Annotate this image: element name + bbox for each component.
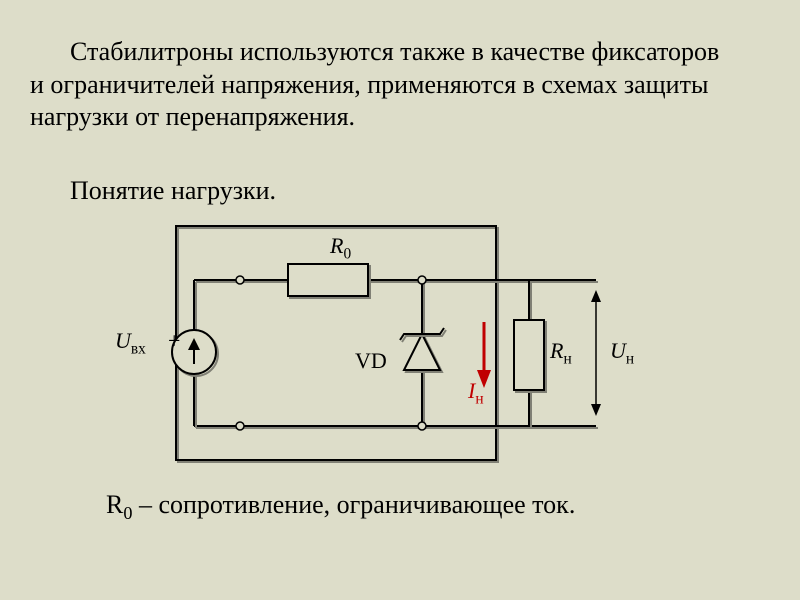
label-u-load: Uн	[610, 338, 634, 368]
label-r-load: Rн	[550, 338, 572, 368]
label-i-load: Iн	[468, 378, 484, 408]
label-vd: VD	[355, 348, 387, 374]
label-plus: +	[168, 328, 180, 354]
circuit-svg	[120, 218, 680, 478]
paragraph-1: Стабилитроны используются также в качест…	[30, 36, 730, 134]
label-r0: R0	[330, 233, 351, 263]
circuit-diagram: Uвх + R0 VD Iн Rн Uн	[120, 218, 680, 478]
caption-r0: R0 – сопротивление, ограничивающее ток.	[106, 490, 575, 524]
label-u-in: Uвх	[115, 328, 146, 358]
paragraph-2: Понятие нагрузки.	[30, 175, 730, 208]
